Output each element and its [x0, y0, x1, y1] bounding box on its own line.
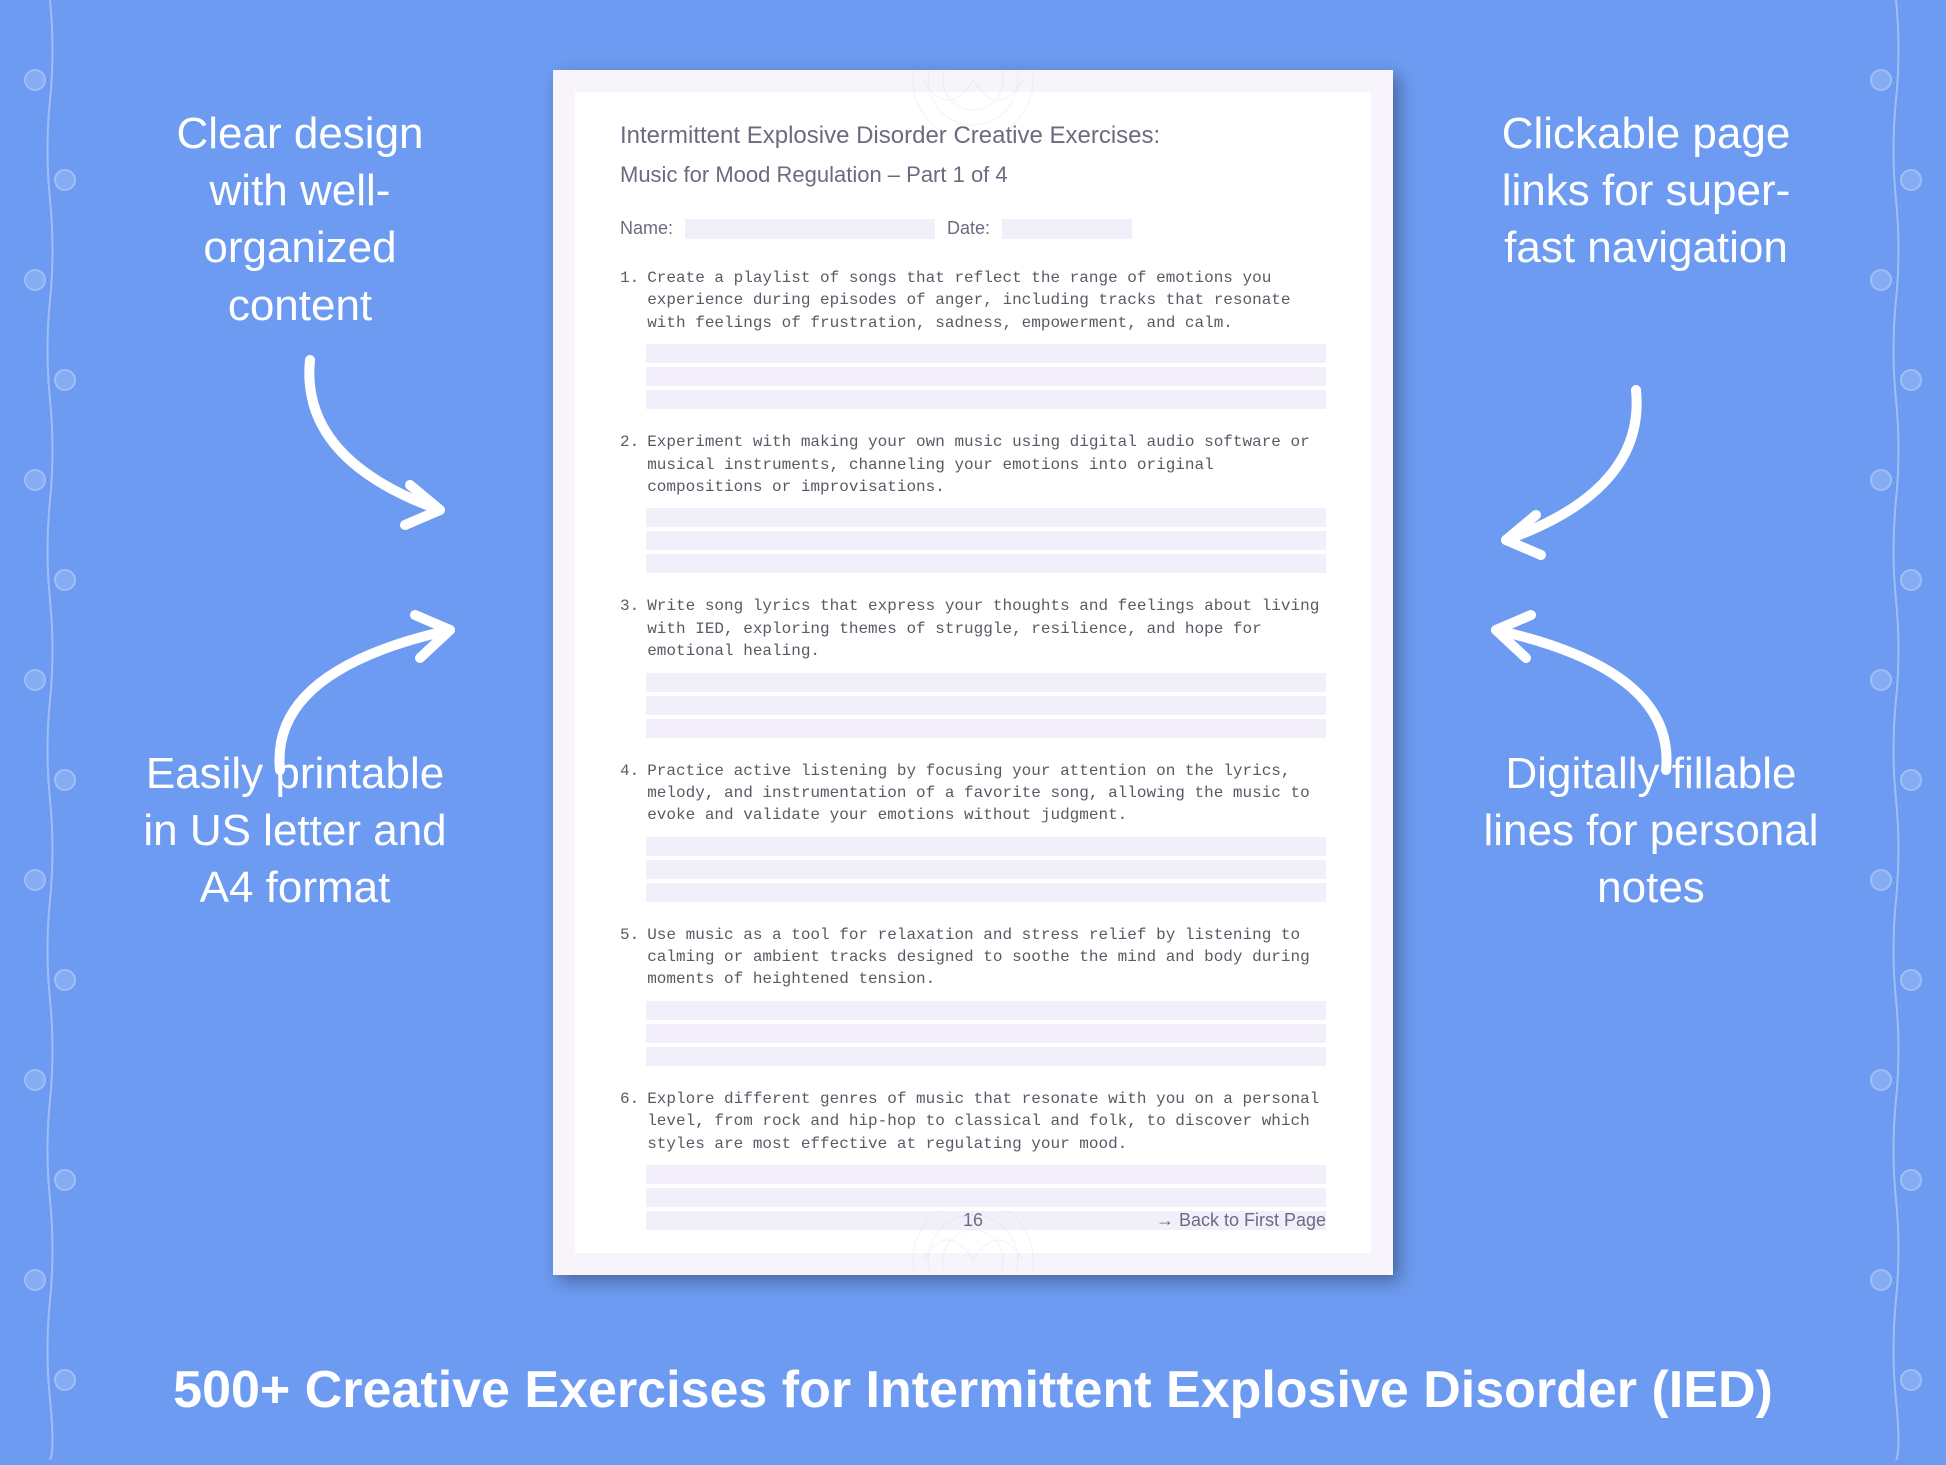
- exercise-number: 3.: [620, 595, 639, 662]
- callout-top-left: Clear design with well-organized content: [135, 105, 465, 334]
- exercise-number: 5.: [620, 924, 639, 991]
- exercise-prompt: 5.Use music as a tool for relaxation and…: [620, 924, 1326, 991]
- fillable-line[interactable]: [646, 719, 1326, 738]
- exercise-item: 4.Practice active listening by focusing …: [620, 760, 1326, 902]
- arrow-bottom-right-icon: [1446, 610, 1696, 795]
- fillable-line[interactable]: [646, 1047, 1326, 1066]
- date-label: Date:: [947, 218, 990, 239]
- arrow-bottom-left-icon: [250, 610, 500, 795]
- worksheet-inner: Intermittent Explosive Disorder Creative…: [575, 92, 1371, 1253]
- mandala-top-icon: [853, 70, 1093, 135]
- exercise-list: 1.Create a playlist of songs that reflec…: [620, 267, 1326, 1230]
- name-label: Name:: [620, 218, 673, 239]
- exercise-number: 2.: [620, 431, 639, 498]
- exercise-text: Practice active listening by focusing yo…: [647, 760, 1326, 827]
- date-input[interactable]: [1002, 219, 1132, 239]
- fillable-line[interactable]: [646, 696, 1326, 715]
- exercise-lines: [646, 508, 1326, 573]
- worksheet-page: Intermittent Explosive Disorder Creative…: [553, 70, 1393, 1275]
- exercise-item: 5.Use music as a tool for relaxation and…: [620, 924, 1326, 1066]
- fillable-line[interactable]: [646, 367, 1326, 386]
- exercise-text: Create a playlist of songs that reflect …: [647, 267, 1326, 334]
- fillable-line[interactable]: [646, 860, 1326, 879]
- fillable-line[interactable]: [646, 837, 1326, 856]
- floral-border-right: [1846, 0, 1946, 1460]
- exercise-prompt: 4.Practice active listening by focusing …: [620, 760, 1326, 827]
- fillable-line[interactable]: [646, 508, 1326, 527]
- floral-border-left: [0, 0, 100, 1460]
- bottom-caption: 500+ Creative Exercises for Intermittent…: [0, 1360, 1946, 1420]
- back-to-first-link[interactable]: → Back to First Page: [1156, 1210, 1326, 1231]
- exercise-text: Experiment with making your own music us…: [647, 431, 1326, 498]
- fillable-line[interactable]: [646, 1024, 1326, 1043]
- name-input[interactable]: [685, 219, 935, 239]
- exercise-text: Use music as a tool for relaxation and s…: [647, 924, 1326, 991]
- exercise-text: Write song lyrics that express your thou…: [647, 595, 1326, 662]
- exercise-prompt: 2.Experiment with making your own music …: [620, 431, 1326, 498]
- fillable-line[interactable]: [646, 1001, 1326, 1020]
- fillable-line[interactable]: [646, 554, 1326, 573]
- exercise-lines: [646, 1001, 1326, 1066]
- exercise-number: 4.: [620, 760, 639, 827]
- exercise-item: 6.Explore different genres of music that…: [620, 1088, 1326, 1230]
- exercise-number: 1.: [620, 267, 639, 334]
- fillable-line[interactable]: [646, 531, 1326, 550]
- exercise-lines: [646, 837, 1326, 902]
- fillable-line[interactable]: [646, 1165, 1326, 1184]
- arrow-top-left-icon: [280, 340, 500, 565]
- page-subtitle: Music for Mood Regulation – Part 1 of 4: [620, 162, 1326, 188]
- fillable-line[interactable]: [646, 344, 1326, 363]
- exercise-prompt: 3.Write song lyrics that express your th…: [620, 595, 1326, 662]
- exercise-lines: [646, 344, 1326, 409]
- exercise-lines: [646, 673, 1326, 738]
- name-date-row: Name: Date:: [620, 218, 1326, 239]
- exercise-item: 1.Create a playlist of songs that reflec…: [620, 267, 1326, 409]
- exercise-item: 3.Write song lyrics that express your th…: [620, 595, 1326, 737]
- exercise-prompt: 1.Create a playlist of songs that reflec…: [620, 267, 1326, 334]
- mandala-bottom-icon: [853, 1210, 1093, 1275]
- fillable-line[interactable]: [646, 883, 1326, 902]
- exercise-number: 6.: [620, 1088, 639, 1155]
- callout-top-right: Clickable page links for super-fast navi…: [1481, 105, 1811, 277]
- arrow-top-right-icon: [1446, 370, 1666, 595]
- fillable-line[interactable]: [646, 673, 1326, 692]
- exercise-item: 2.Experiment with making your own music …: [620, 431, 1326, 573]
- exercise-prompt: 6.Explore different genres of music that…: [620, 1088, 1326, 1155]
- fillable-line[interactable]: [646, 1188, 1326, 1207]
- fillable-line[interactable]: [646, 390, 1326, 409]
- exercise-text: Explore different genres of music that r…: [647, 1088, 1326, 1155]
